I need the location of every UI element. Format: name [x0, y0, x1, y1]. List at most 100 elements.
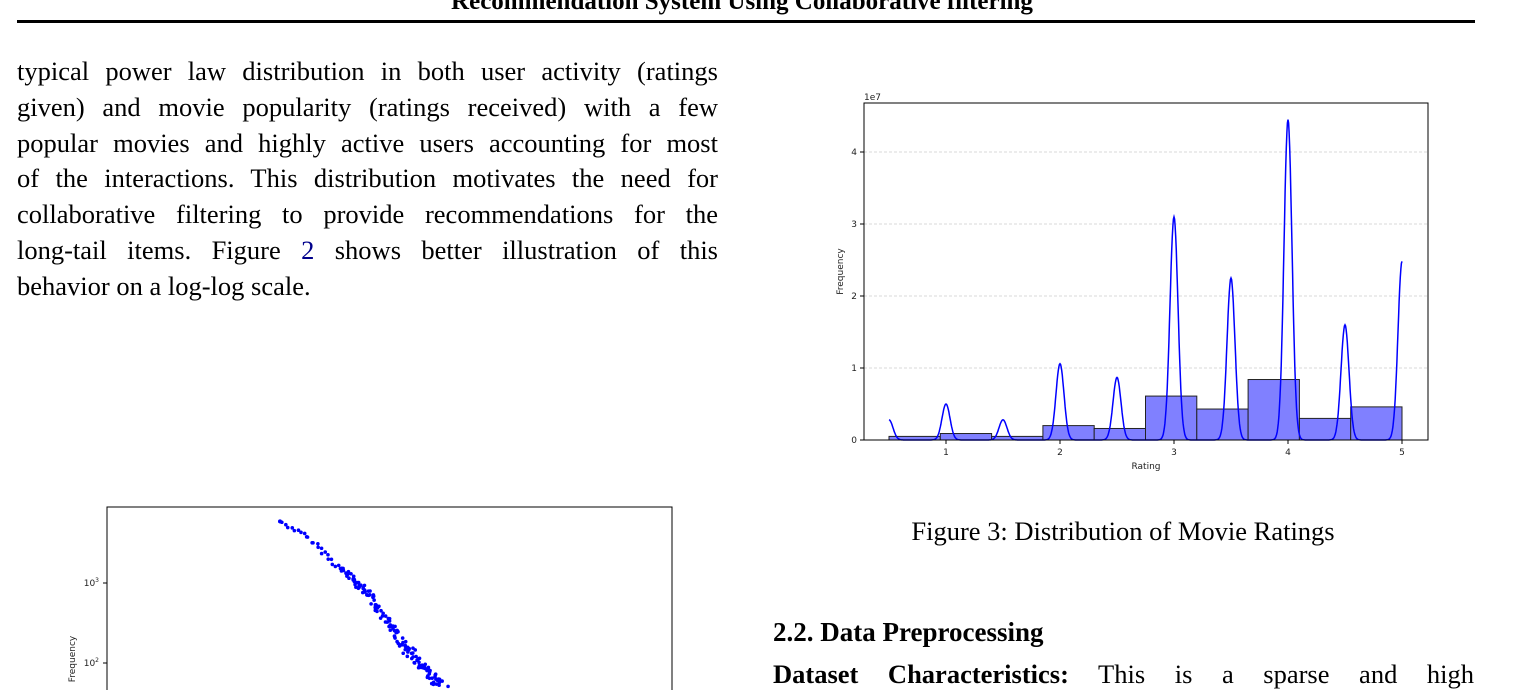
scatter-point	[292, 528, 297, 533]
scatter-point	[316, 545, 320, 550]
scatter-point	[356, 586, 361, 591]
scatter-point	[401, 651, 406, 656]
histogram-bar	[1145, 395, 1198, 441]
scatter-point	[405, 654, 410, 659]
scatter-point	[330, 562, 335, 567]
scatter-point	[437, 680, 442, 685]
x-axis-label: Rating	[1131, 462, 1160, 472]
scatter-point	[440, 679, 444, 683]
y-tick-exponent: 2	[95, 657, 99, 664]
scatter-point	[372, 598, 376, 602]
scatter-point	[285, 525, 290, 530]
scatter-point	[278, 519, 282, 524]
histogram-bar	[1093, 427, 1146, 441]
scatter-point	[403, 647, 408, 652]
scatter-point	[378, 616, 383, 620]
scatter-point	[393, 636, 397, 640]
figure-2-link[interactable]: 2	[301, 234, 315, 265]
scatter-point	[361, 586, 366, 591]
scatter-point	[284, 522, 288, 527]
scatter-point	[416, 657, 420, 661]
x-tick-label: 1	[943, 448, 949, 458]
text: shows better illustration of this	[314, 234, 718, 265]
y-tick-label: 1	[851, 364, 857, 374]
scatter-point	[416, 665, 421, 670]
scatter-point	[391, 624, 395, 628]
y-tick-label: 3	[851, 220, 857, 230]
rating-histogram: 0 1 2 3 4 1 2 3 4 5 1e7 Rating Frequency	[836, 93, 1429, 472]
scatter-point	[431, 682, 436, 687]
text: long-tail items. Figure	[17, 234, 302, 265]
scatter-point	[400, 636, 405, 640]
scatter-point	[381, 611, 385, 616]
scatter-point	[333, 564, 338, 569]
x-tick-label: 4	[1285, 448, 1291, 458]
scatter-point	[305, 535, 310, 539]
scatter-point	[399, 642, 403, 647]
scatter-point	[403, 639, 408, 644]
x-tick-label: 3	[1171, 448, 1177, 458]
histogram-bar	[1298, 417, 1352, 441]
scatter-point	[426, 674, 430, 678]
scatter-point	[290, 526, 295, 530]
histogram-bar	[939, 433, 993, 441]
text-line: given) and movie popularity (ratings rec…	[17, 91, 718, 122]
scatter-point	[345, 571, 350, 576]
scatter-point	[329, 557, 334, 562]
text-line: behavior on a log-log scale.	[17, 270, 311, 301]
scatter-point	[360, 590, 365, 595]
scatter-point	[430, 676, 434, 680]
text-line: popular movies and highly active users a…	[17, 127, 718, 158]
scatter-point	[302, 531, 307, 536]
scatter-point	[367, 593, 372, 597]
run-in-heading: Dataset Characteristics:	[773, 659, 1069, 689]
scatter-point	[434, 682, 439, 686]
scatter-point	[353, 582, 357, 587]
scatter-point	[371, 595, 375, 600]
scatter-point	[349, 571, 353, 576]
scatter-point	[428, 668, 432, 673]
y-tick-label: 0	[851, 436, 857, 446]
scatter-point	[409, 651, 414, 656]
y-tick-label: 103	[84, 577, 99, 589]
scatter-point	[412, 660, 417, 665]
scatter-point	[375, 609, 379, 614]
body-paragraph: typical power law distribution in both u…	[17, 54, 718, 305]
scatter-point	[383, 614, 388, 618]
scatter-point	[316, 541, 320, 546]
plot-frame	[106, 506, 673, 690]
kde-line	[888, 119, 1403, 441]
scatter-point	[407, 646, 412, 651]
scatter-point	[374, 603, 378, 607]
y-offset-label: 1e7	[864, 93, 881, 103]
scatter-point	[341, 566, 345, 571]
x-tick-label: 2	[1057, 448, 1063, 458]
scatter-point	[356, 580, 361, 585]
scatter-point	[319, 551, 324, 556]
text-line: typical power law distribution in both u…	[17, 56, 718, 86]
scatter-point	[421, 666, 426, 670]
scatter-point	[366, 589, 371, 593]
text-line: collaborative filtering to provide recom…	[17, 199, 718, 230]
scatter-point	[323, 550, 328, 554]
scatter-point	[387, 619, 392, 623]
header-rule	[17, 20, 1475, 23]
scatter-point	[394, 630, 398, 635]
scatter-point	[336, 563, 341, 568]
scatter-point	[339, 569, 344, 573]
scatter-point	[326, 557, 331, 561]
y-tick-exponent: 3	[95, 577, 99, 584]
y-axis-label: Frequency	[836, 248, 846, 295]
scatter-point	[414, 654, 418, 659]
y-tick-label: 4	[851, 148, 857, 158]
y-axis-label: Frequency	[68, 635, 78, 682]
scatter-point	[310, 540, 314, 545]
text: This is a sparse and high	[1068, 659, 1474, 689]
text-line: of the interactions. This distribution m…	[17, 163, 718, 194]
scatter-point	[352, 579, 357, 584]
plot-frame	[863, 102, 1429, 441]
histogram-bar	[1247, 379, 1300, 441]
loglog-scatter: 103 102 Frequency	[68, 506, 673, 690]
scatter-point	[326, 552, 330, 557]
